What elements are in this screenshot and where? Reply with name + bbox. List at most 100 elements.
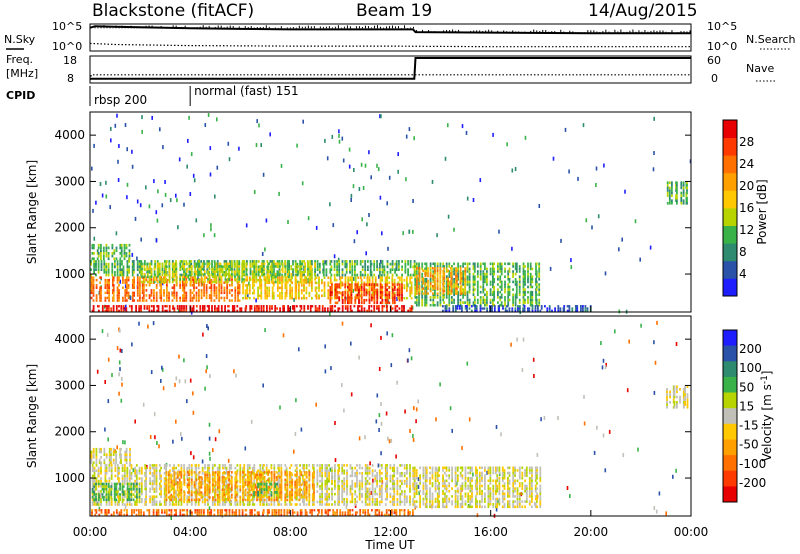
data-cell <box>141 262 143 266</box>
data-cell <box>183 260 185 263</box>
data-cell <box>341 298 344 302</box>
data-cell <box>392 291 394 294</box>
data-cell <box>135 474 138 478</box>
data-cell <box>253 275 256 279</box>
data-cell <box>138 477 141 480</box>
data-cell <box>298 289 300 292</box>
scatter-cell <box>253 190 256 194</box>
data-cell <box>425 265 428 268</box>
data-cell <box>281 270 284 273</box>
data-cell <box>507 303 510 307</box>
scatter-cell <box>378 428 380 432</box>
data-cell <box>138 309 141 312</box>
data-cell <box>211 262 213 266</box>
data-cell <box>410 286 413 290</box>
data-cell <box>262 309 265 312</box>
scatter-cell <box>418 491 420 496</box>
data-cell <box>108 477 111 480</box>
data-cell <box>97 490 100 493</box>
data-cell <box>460 272 463 275</box>
data-cell <box>434 275 436 278</box>
data-cell <box>131 260 134 263</box>
data-cell <box>424 280 426 284</box>
data-cell <box>439 272 442 275</box>
data-cell <box>462 283 464 286</box>
data-cell <box>95 265 97 269</box>
data-cell <box>171 498 174 501</box>
data-cell <box>108 500 111 504</box>
data-cell <box>366 309 368 312</box>
data-cell <box>237 291 239 295</box>
data-cell <box>489 305 491 308</box>
data-cell <box>314 262 316 266</box>
data-cell <box>97 466 100 470</box>
data-cell <box>281 276 283 279</box>
data-cell <box>680 199 683 202</box>
data-cell <box>522 285 525 289</box>
data-cell <box>236 260 239 263</box>
data-cell <box>156 260 159 263</box>
data-cell <box>576 307 579 310</box>
data-cell <box>153 464 156 467</box>
data-cell <box>514 262 517 266</box>
scatter-cell <box>622 453 625 458</box>
data-cell <box>110 453 112 456</box>
data-cell <box>128 257 131 261</box>
data-cell <box>298 281 300 285</box>
data-cell <box>108 458 111 462</box>
data-cell <box>473 296 476 299</box>
data-cell <box>666 186 669 190</box>
scatter-cell <box>329 311 331 316</box>
data-cell <box>303 271 305 274</box>
data-cell <box>198 291 200 295</box>
data-cell <box>271 273 274 277</box>
data-cell <box>92 450 95 454</box>
data-cell <box>98 450 101 454</box>
data-cell <box>198 284 200 287</box>
data-cell <box>237 284 239 287</box>
data-cell <box>135 464 138 467</box>
data-cell <box>155 278 158 282</box>
data-cell <box>236 272 239 276</box>
data-cell <box>269 265 272 269</box>
data-cell <box>188 500 191 504</box>
data-cell <box>468 278 471 281</box>
data-cell <box>166 284 168 287</box>
data-cell <box>379 271 381 274</box>
scatter-cell <box>354 504 357 508</box>
data-cell <box>418 274 421 278</box>
data-cell <box>203 270 206 273</box>
data-cell <box>376 288 379 292</box>
data-cell <box>231 307 234 310</box>
data-cell <box>535 267 537 271</box>
data-cell <box>161 265 164 268</box>
data-cell <box>344 305 347 308</box>
data-cell <box>298 294 300 297</box>
data-cell <box>231 309 234 312</box>
data-cell <box>416 274 418 278</box>
data-cell <box>97 243 100 247</box>
data-cell <box>148 309 151 312</box>
data-cell <box>325 268 328 271</box>
data-cell <box>522 303 525 307</box>
data-cell <box>140 309 142 312</box>
scatter-cell <box>160 379 162 383</box>
noise-left-tick-bottom: 10^0 <box>52 40 82 53</box>
scatter-cell <box>124 123 127 127</box>
data-cell <box>357 281 360 285</box>
nave-tick-bottom: 0 <box>711 72 718 85</box>
data-cell <box>291 307 294 310</box>
data-cell <box>563 305 566 308</box>
data-cell <box>239 307 241 310</box>
data-cell <box>493 309 496 312</box>
scatter-cell <box>386 331 388 336</box>
data-cell <box>119 273 122 277</box>
data-cell <box>177 500 180 504</box>
data-cell <box>189 294 192 297</box>
data-cell <box>234 296 237 300</box>
scatter-cell <box>183 358 185 363</box>
colorbar-swatch <box>723 120 737 138</box>
data-cell <box>288 265 290 269</box>
data-cell <box>524 283 526 286</box>
data-cell <box>432 284 434 288</box>
